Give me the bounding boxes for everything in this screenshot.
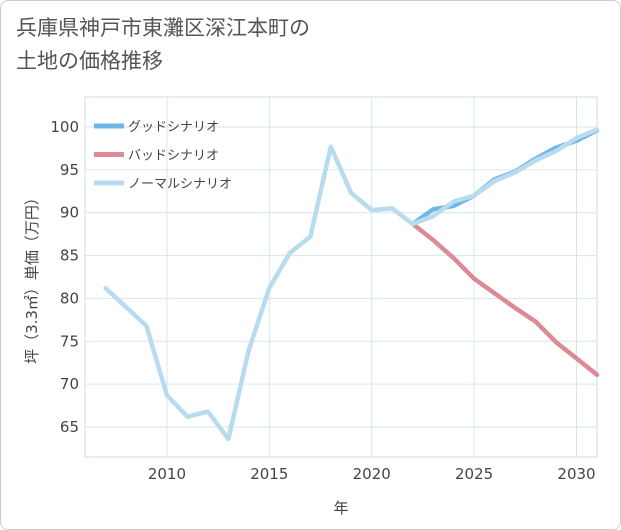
y-axis: 65 70 75 80 85 90 95 100 [50, 118, 79, 436]
y-tick-label: 70 [60, 375, 79, 393]
series-line-1 [410, 221, 600, 377]
x-axis: 2010 2015 2020 2025 2030 [148, 465, 596, 483]
x-tick-label: 2010 [148, 465, 186, 483]
y-tick-label: 65 [60, 418, 79, 436]
series-lines [103, 127, 600, 442]
legend-label: バッドシナリオ [128, 149, 219, 164]
y-tick-label: 75 [60, 332, 79, 350]
chart-title-line1: 兵庫県神戸市東灘区深江本町の [16, 16, 310, 40]
legend-label: グッドシナリオ [128, 120, 219, 135]
x-axis-title: 年 [333, 499, 348, 517]
chart-title: 兵庫県神戸市東灘区深江本町の 土地の価格推移 [16, 12, 310, 78]
y-tick-label: 85 [60, 247, 79, 265]
chart-title-line2: 土地の価格推移 [16, 49, 163, 73]
x-tick-label: 2025 [455, 465, 493, 483]
x-tick-label: 2015 [250, 465, 288, 483]
y-axis-title: 坪（3.3㎡）単価（万円） [23, 190, 41, 364]
x-tick-label: 2030 [557, 465, 595, 483]
y-tick-label: 90 [60, 204, 79, 222]
series-line-2 [103, 127, 600, 442]
legend-label: ノーマルシナリオ [128, 177, 232, 192]
y-tick-label: 100 [50, 118, 79, 136]
plot-border [84, 96, 598, 458]
x-tick-label: 2020 [353, 465, 391, 483]
y-tick-label: 95 [60, 161, 79, 179]
y-tick-label: 80 [60, 289, 79, 307]
